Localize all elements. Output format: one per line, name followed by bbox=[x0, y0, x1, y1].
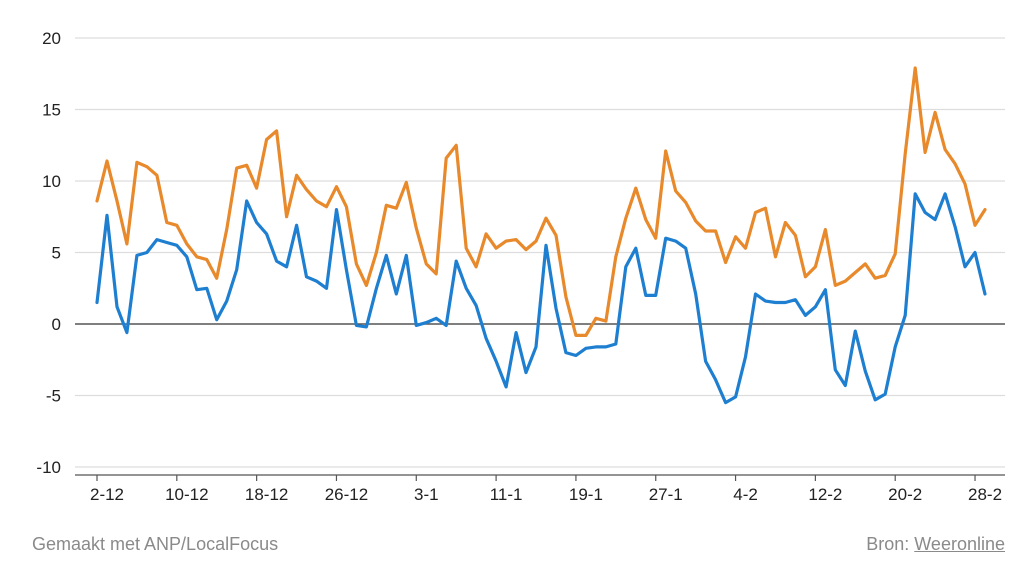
line-chart: -10 -5 0 5 10 15 20 2-12 10-12 18-12 26-12 3-1 11-1… bbox=[36, 29, 1005, 504]
x-tick-label: 26-12 bbox=[325, 485, 368, 504]
y-tick-label: 20 bbox=[42, 29, 61, 48]
source-label: Bron: bbox=[866, 534, 910, 554]
y-tick-label: 0 bbox=[52, 315, 61, 334]
made-with-text: Gemaakt met ANP/LocalFocus bbox=[32, 534, 279, 554]
x-tick-label: 4-2 bbox=[733, 485, 758, 504]
x-tick-label: 11-1 bbox=[490, 485, 523, 504]
y-tick-label: -5 bbox=[46, 387, 61, 406]
y-tick-label: 10 bbox=[42, 172, 61, 191]
y-tick-label: -10 bbox=[36, 458, 61, 477]
y-tick-label: 5 bbox=[52, 244, 61, 263]
x-tick-label: 19-1 bbox=[569, 485, 603, 504]
y-tick-label: 15 bbox=[42, 101, 61, 120]
x-tick-label: 27-1 bbox=[649, 485, 683, 504]
x-tick-label: 18-12 bbox=[245, 485, 288, 504]
source-link[interactable]: Weeronline bbox=[914, 534, 1005, 554]
x-tick-label: 10-12 bbox=[165, 485, 208, 504]
x-axis-ticks: 2-12 10-12 18-12 26-12 3-1 11-1 19-1 27-1 4-2 12-… bbox=[75, 474, 1005, 504]
made-with-credit: Gemaakt met ANP/LocalFocus bbox=[32, 534, 278, 555]
y-axis-ticks: -10 -5 0 5 10 15 20 bbox=[36, 29, 61, 477]
series-line-orange bbox=[95, 66, 987, 337]
x-tick-label: 12-2 bbox=[808, 485, 842, 504]
source-credit: Bron: Weeronline bbox=[866, 534, 1005, 555]
grid-lines bbox=[75, 37, 1005, 468]
x-tick-label: 20-2 bbox=[888, 485, 922, 504]
x-tick-label: 28-2 bbox=[968, 485, 1002, 504]
x-tick-label: 3-1 bbox=[414, 485, 439, 504]
series-line-blue bbox=[95, 192, 987, 405]
series-lines bbox=[95, 66, 987, 405]
x-tick-label: 2-12 bbox=[90, 485, 124, 504]
